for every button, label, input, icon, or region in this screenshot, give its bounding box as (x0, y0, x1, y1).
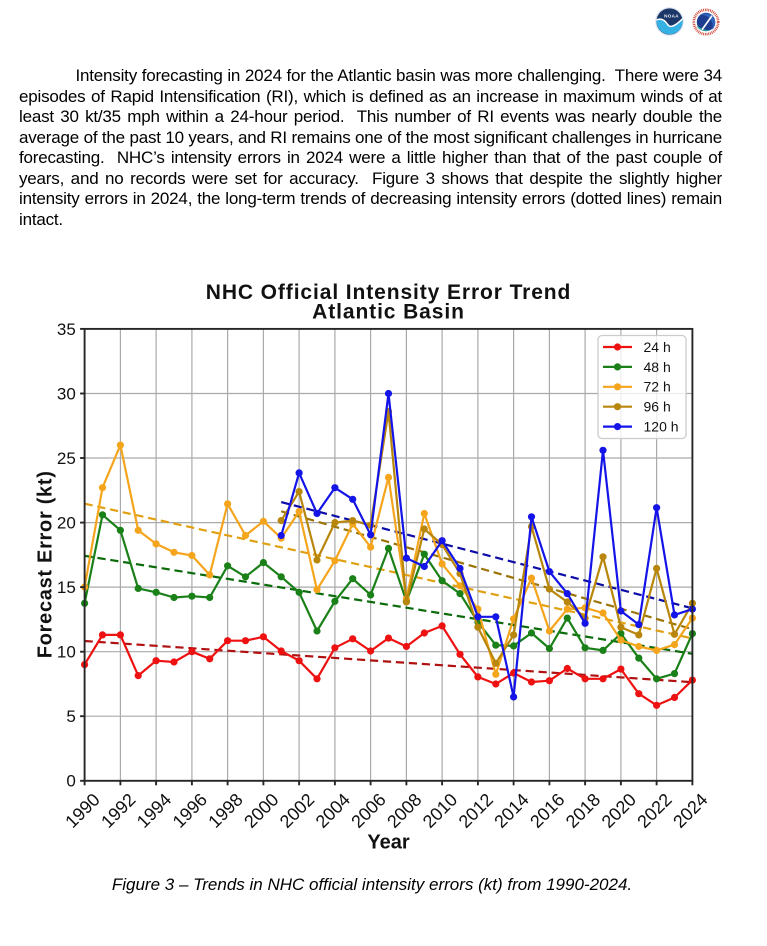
svg-text:1998: 1998 (204, 789, 246, 831)
svg-text:2016: 2016 (526, 789, 568, 831)
svg-text:96 h: 96 h (644, 399, 671, 415)
svg-text:25: 25 (57, 449, 76, 468)
svg-text:1990: 1990 (61, 789, 103, 831)
svg-text:35: 35 (57, 320, 76, 339)
svg-text:NOAA: NOAA (664, 13, 679, 18)
svg-text:30: 30 (57, 384, 76, 403)
svg-text:20: 20 (57, 514, 76, 533)
svg-text:2018: 2018 (562, 789, 604, 831)
svg-text:2014: 2014 (490, 789, 532, 831)
svg-text:2020: 2020 (598, 789, 640, 831)
svg-text:2024: 2024 (669, 789, 711, 831)
svg-text:1996: 1996 (169, 789, 211, 831)
svg-text:2008: 2008 (383, 789, 425, 831)
svg-text:48 h: 48 h (644, 359, 671, 375)
svg-text:Year: Year (367, 832, 409, 854)
svg-text:2022: 2022 (633, 789, 675, 831)
svg-text:2002: 2002 (276, 789, 318, 831)
svg-text:2006: 2006 (347, 789, 389, 831)
svg-text:1992: 1992 (97, 789, 139, 831)
svg-text:2010: 2010 (419, 789, 461, 831)
svg-text:120 h: 120 h (644, 419, 679, 435)
svg-text:72 h: 72 h (644, 379, 671, 395)
svg-text:2012: 2012 (455, 789, 497, 831)
svg-text:2000: 2000 (240, 789, 282, 831)
svg-text:15: 15 (57, 578, 76, 597)
svg-text:2004: 2004 (312, 789, 354, 831)
svg-text:10: 10 (57, 643, 76, 662)
svg-text:Forecast Error (kt): Forecast Error (kt) (35, 470, 57, 658)
svg-text:24 h: 24 h (644, 339, 671, 355)
svg-text:1994: 1994 (133, 789, 175, 831)
svg-text:0: 0 (66, 772, 75, 791)
svg-text:Atlantic Basin: Atlantic Basin (312, 301, 465, 324)
svg-text:5: 5 (66, 707, 75, 726)
svg-text:NHC Official Intensity Error T: NHC Official Intensity Error Trend (206, 281, 572, 304)
